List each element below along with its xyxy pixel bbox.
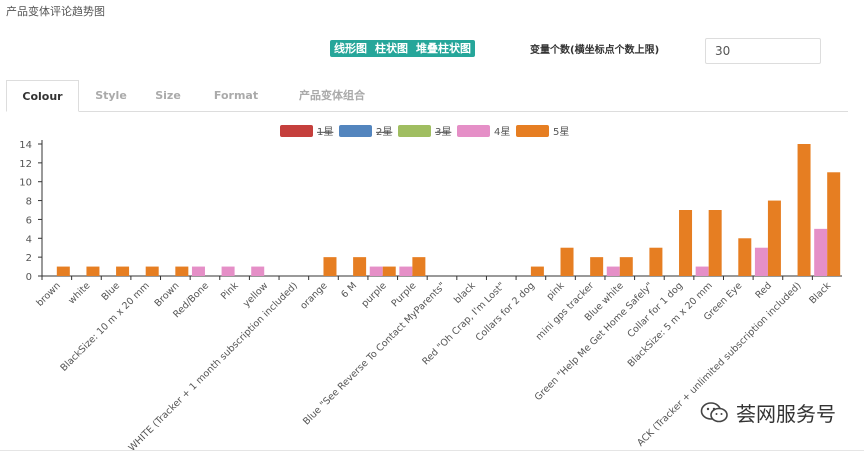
- legend-swatch-1[interactable]: [280, 125, 313, 137]
- x-tick-label: black: [452, 280, 478, 306]
- x-tick-label: white: [66, 280, 92, 306]
- bar[interactable]: [560, 247, 574, 276]
- legend-label-5[interactable]: 5星: [553, 126, 569, 138]
- bar[interactable]: [754, 247, 768, 276]
- bar[interactable]: [251, 266, 265, 276]
- bar[interactable]: [649, 247, 663, 276]
- line-chart-button[interactable]: 线形图: [330, 40, 371, 57]
- wechat-icon: [700, 401, 728, 422]
- bar[interactable]: [175, 266, 189, 276]
- bar[interactable]: [86, 266, 100, 276]
- x-tick-label: orange: [298, 280, 330, 312]
- variant-count-input[interactable]: [705, 38, 821, 64]
- bar-chart-button[interactable]: 柱状图: [371, 40, 412, 57]
- watermark-text: 荟网服务号: [736, 402, 836, 426]
- tab-colour[interactable]: Colour: [6, 80, 79, 112]
- y-tick-label: 2: [26, 253, 32, 264]
- bar[interactable]: [221, 266, 235, 276]
- y-tick-label: 12: [19, 159, 32, 170]
- x-tick-label: Pink: [219, 280, 241, 302]
- review-trend-chart: 1星 2星 3星 4星 5星 0 2 4 6 8 10 12 14 brown white Blue Black…: [19, 125, 842, 452]
- bar[interactable]: [695, 266, 709, 276]
- legend-label-2[interactable]: 2星: [376, 126, 392, 138]
- tab-size[interactable]: Size: [155, 89, 181, 102]
- bar[interactable]: [619, 257, 633, 276]
- stacked-bar-chart-button[interactable]: 堆叠柱状图: [412, 40, 475, 57]
- tab-style[interactable]: Style: [95, 89, 127, 102]
- x-tick-label: Brown: [153, 280, 182, 309]
- x-tick-label: Black: [807, 280, 833, 306]
- x-tick-label: Red: [753, 280, 774, 301]
- variant-count-label: 变量个数(横坐标点个数上限): [530, 45, 660, 56]
- bar[interactable]: [708, 210, 722, 276]
- x-tick-label: WHITE (Tracker + 1 month subscription in…: [127, 280, 300, 452]
- bar[interactable]: [590, 257, 604, 276]
- watermark: 荟网服务号: [700, 398, 836, 427]
- bar[interactable]: [827, 172, 841, 276]
- y-tick-label: 10: [19, 178, 32, 189]
- tab-bar: Colour Style Size Format 产品变体组合: [6, 80, 848, 112]
- legend-swatch-4[interactable]: [457, 125, 490, 137]
- bar[interactable]: [56, 266, 70, 276]
- legend-swatch-5[interactable]: [516, 125, 549, 137]
- y-tick-label: 8: [26, 197, 32, 208]
- legend-label-4[interactable]: 4星: [494, 126, 510, 138]
- bar[interactable]: [116, 266, 130, 276]
- page-title: 产品变体评论趋势图: [6, 5, 105, 18]
- legend-swatch-3[interactable]: [398, 125, 431, 137]
- bar[interactable]: [606, 266, 620, 276]
- x-tick-label: purple: [360, 280, 389, 309]
- y-tick-label: 4: [26, 234, 32, 245]
- x-tick-label: pink: [545, 280, 567, 302]
- x-tick-label: Blue: [100, 280, 123, 303]
- bar[interactable]: [382, 266, 396, 276]
- tab-variant-combination[interactable]: 产品变体组合: [299, 89, 365, 102]
- bar[interactable]: [323, 257, 337, 276]
- bar[interactable]: [814, 228, 828, 276]
- bar[interactable]: [767, 200, 781, 276]
- bar[interactable]: [369, 266, 383, 276]
- bar[interactable]: [412, 257, 426, 276]
- legend-label-3[interactable]: 3星: [435, 126, 451, 138]
- bar[interactable]: [530, 266, 544, 276]
- legend-swatch-2[interactable]: [339, 125, 372, 137]
- bar[interactable]: [797, 144, 811, 276]
- y-tick-label: 14: [19, 140, 32, 151]
- x-tick-label: brown: [34, 280, 63, 309]
- y-tick-label: 6: [26, 215, 32, 226]
- x-tick-label: 6 M: [339, 280, 359, 300]
- tab-format[interactable]: Format: [213, 89, 259, 102]
- bar[interactable]: [679, 210, 693, 276]
- bar[interactable]: [738, 238, 752, 276]
- bar[interactable]: [145, 266, 159, 276]
- legend-label-1[interactable]: 1星: [317, 126, 333, 138]
- x-tick-label: Purple: [389, 280, 418, 309]
- chart-type-switch: 线形图 柱状图 堆叠柱状图: [330, 40, 475, 57]
- bar[interactable]: [191, 266, 205, 276]
- bar[interactable]: [399, 266, 413, 276]
- y-tick-label: 0: [26, 272, 32, 283]
- bottom-divider: [0, 450, 864, 451]
- bar[interactable]: [353, 257, 367, 276]
